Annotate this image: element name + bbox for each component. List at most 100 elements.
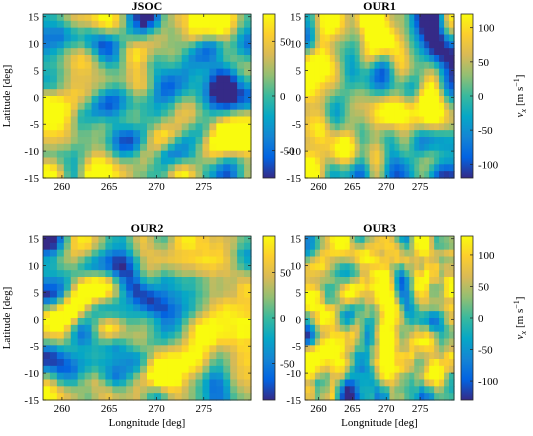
heatmap-cell: [329, 27, 336, 36]
heatmap-cell: [334, 352, 341, 360]
heatmap-cell: [147, 82, 155, 90]
heatmap-cell: [84, 164, 93, 172]
heatmap-cell: [309, 359, 316, 367]
heatmap-cell: [140, 68, 148, 77]
y-tick-label: 5: [34, 65, 40, 77]
heatmap-cell: [379, 157, 386, 165]
heatmap-cell: [160, 150, 169, 159]
heatmap-cell: [119, 171, 127, 179]
heatmap-cell: [126, 164, 134, 172]
heatmap-cell: [379, 359, 386, 367]
heatmap-cell: [244, 116, 252, 124]
heatmap-cell: [369, 393, 376, 401]
heatmap-cell: [344, 359, 351, 367]
heatmap-cell: [63, 263, 72, 271]
heatmap-cell: [434, 318, 440, 326]
heatmap-cell: [424, 123, 430, 131]
heatmap-cell: [119, 116, 127, 124]
heatmap-cell: [105, 123, 113, 131]
heatmap-cell: [339, 150, 346, 159]
heatmap-cell: [319, 130, 326, 138]
heatmap-cell: [389, 352, 395, 360]
heatmap-cell: [49, 386, 58, 394]
heatmap-cell: [56, 352, 65, 360]
heatmap-cell: [399, 157, 405, 165]
heatmap-cell: [70, 48, 79, 56]
heatmap-cell: [394, 116, 400, 124]
heatmap-cell: [314, 143, 321, 152]
heatmap-cell: [91, 283, 100, 292]
heatmap-cell: [230, 236, 238, 244]
heatmap-cell: [414, 89, 420, 97]
colorbar-label-unit: [m s: [514, 309, 526, 328]
heatmap-cell: [344, 236, 351, 244]
heatmap-cell: [424, 242, 430, 251]
heatmap-cell: [305, 130, 311, 138]
heatmap-cell: [160, 379, 169, 387]
heatmap-cell: [91, 270, 100, 278]
heatmap-cell: [140, 270, 148, 278]
y-tick-label: 5: [34, 287, 40, 299]
heatmap-cell: [324, 352, 331, 360]
heatmap-cell: [369, 34, 376, 42]
heatmap-cell: [160, 311, 169, 319]
heatmap-cell: [334, 372, 341, 381]
heatmap-cell: [119, 352, 127, 360]
heatmap-cell: [309, 109, 316, 118]
heatmap-cell: [339, 256, 346, 264]
y-tick-label: 10: [28, 261, 40, 273]
heatmap-cell: [77, 283, 86, 292]
heatmap-cell: [237, 331, 245, 340]
heatmap-cell: [140, 318, 148, 326]
heatmap-cell: [56, 379, 65, 387]
heatmap-cell: [174, 157, 183, 165]
heatmap-cell: [174, 290, 183, 299]
heatmap-cell: [384, 277, 391, 285]
heatmap-cell: [244, 82, 252, 90]
heatmap-cell: [309, 365, 316, 374]
heatmap-cell: [359, 102, 366, 111]
heatmap-cell: [43, 297, 51, 305]
heatmap-cell: [105, 263, 113, 271]
heatmap-cell: [133, 379, 141, 387]
heatmap-cell: [439, 372, 445, 381]
heatmap-cell: [384, 137, 391, 145]
heatmap-cell: [133, 270, 141, 278]
heatmap-cell: [429, 379, 435, 387]
heatmap-cell: [147, 150, 155, 159]
heatmap-cell: [84, 82, 93, 90]
heatmap-cell: [305, 75, 311, 83]
heatmap-cell: [98, 164, 106, 172]
heatmap-cell: [244, 137, 252, 145]
heatmap-cell: [439, 41, 445, 49]
heatmap-cell: [167, 386, 176, 394]
heatmap-cell: [105, 41, 113, 49]
heatmap-cell: [334, 157, 341, 165]
heatmap-cell: [319, 109, 326, 118]
heatmap-cell: [174, 304, 183, 312]
heatmap-cell: [216, 297, 224, 305]
heatmap-cell: [389, 20, 395, 29]
heatmap-cell: [409, 27, 415, 36]
heatmap-cell: [349, 75, 356, 83]
heatmap-cell: [98, 352, 106, 360]
heatmap-cell: [379, 164, 386, 172]
heatmap-cell: [43, 365, 51, 374]
heatmap-cell: [105, 256, 113, 264]
heatmap-cell: [324, 283, 331, 292]
heatmap-cell: [202, 331, 210, 340]
heatmap-cell: [202, 82, 210, 90]
heatmap-cell: [181, 365, 190, 374]
heatmap-cells: [43, 236, 252, 401]
heatmap-cell: [43, 277, 51, 285]
heatmap-cell: [444, 14, 450, 22]
y-tick-label: -5: [30, 341, 40, 353]
heatmap-cell: [70, 297, 79, 305]
heatmap-cell: [305, 365, 311, 374]
heatmap-cell: [379, 55, 386, 63]
heatmap-cell: [160, 68, 169, 77]
heatmap-cell: [354, 55, 361, 63]
heatmap-cell: [334, 270, 341, 278]
heatmap-cell: [364, 123, 371, 131]
heatmap-cell: [209, 331, 217, 340]
